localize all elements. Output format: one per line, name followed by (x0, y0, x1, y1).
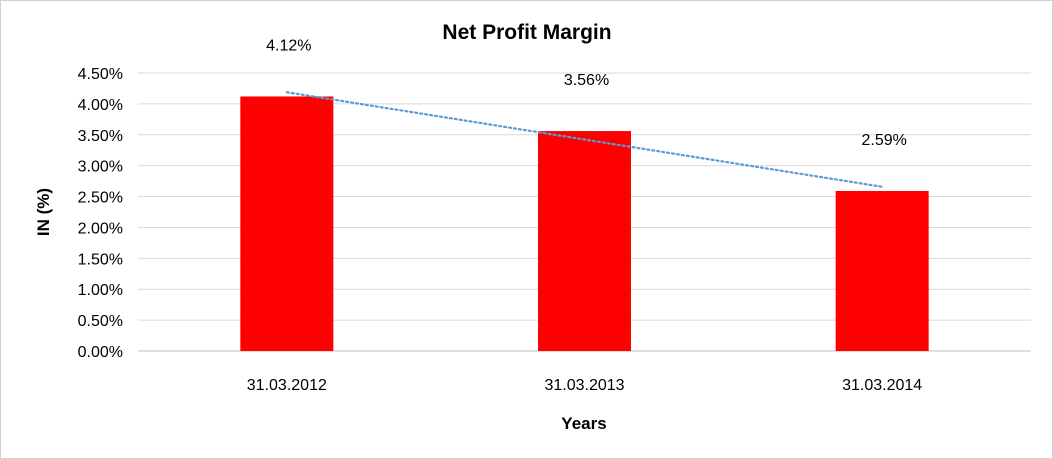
x-tick-label: 31.03.2014 (842, 377, 922, 394)
bar (538, 131, 631, 351)
y-tick-label: 4.50% (78, 66, 123, 83)
data-label: 4.12% (266, 37, 311, 54)
bar (240, 96, 333, 351)
x-tick-labels: 31.03.2012 31.03.2013 31.03.2014 (247, 377, 923, 394)
y-tick-label: 2.50% (78, 190, 123, 207)
bar (836, 191, 929, 351)
y-tick-label: 0.50% (78, 313, 123, 330)
y-tick-label: 3.50% (78, 128, 123, 145)
y-tick-label: 2.00% (78, 220, 123, 237)
chart-title: Net Profit Margin (442, 21, 611, 44)
y-axis-title: IN (%) (34, 188, 53, 236)
y-tick-labels: 0.00% 0.50% 1.00% 1.50% 2.00% 2.50% 3.00% 3.50%… (78, 66, 123, 361)
x-tick-label: 31.03.2013 (544, 377, 624, 394)
y-tick-label: 1.50% (78, 251, 123, 268)
x-tick-label: 31.03.2012 (247, 377, 327, 394)
y-tick-label: 1.00% (78, 282, 123, 299)
x-axis-title: Years (561, 414, 606, 433)
y-tick-label: 0.00% (78, 344, 123, 361)
data-label: 2.59% (861, 132, 906, 149)
y-tick-label: 3.00% (78, 159, 123, 176)
data-label: 3.56% (564, 72, 609, 89)
y-tick-label: 4.00% (78, 97, 123, 114)
